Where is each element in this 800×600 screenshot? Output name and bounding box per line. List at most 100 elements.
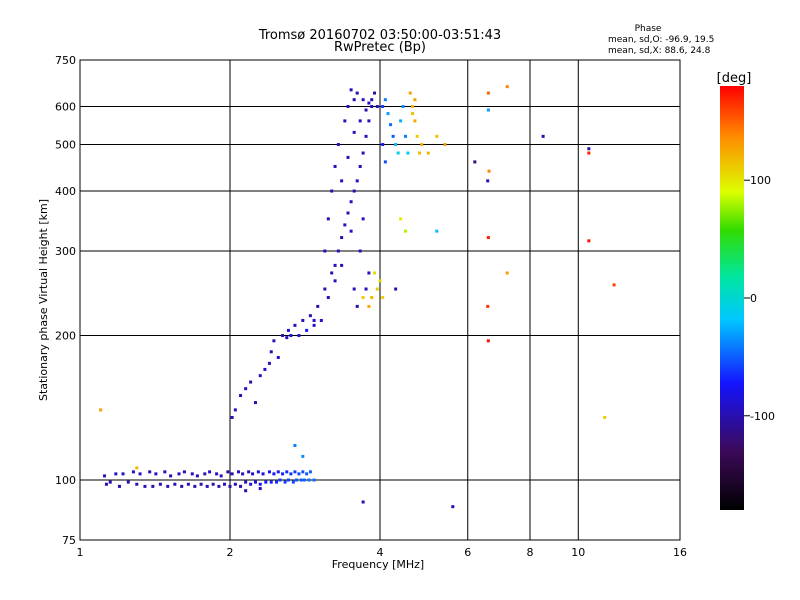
scatter-point xyxy=(99,408,103,412)
scatter-point xyxy=(396,151,400,155)
scatter-point xyxy=(308,470,312,474)
scatter-point xyxy=(486,339,490,343)
scatter-point xyxy=(486,108,490,112)
scatter-point xyxy=(383,160,387,164)
scatter-point xyxy=(330,189,334,193)
scatter-point xyxy=(364,287,368,291)
scatter-point xyxy=(386,112,390,116)
scatter-point xyxy=(267,470,271,474)
scatter-point xyxy=(126,480,130,484)
scatter-points xyxy=(99,85,616,509)
colorbar-tick-label: -100 xyxy=(750,410,775,423)
scatter-point xyxy=(361,98,365,102)
scatter-point xyxy=(375,287,379,291)
scatter-point xyxy=(289,472,293,476)
scatter-point xyxy=(233,408,237,412)
scatter-point xyxy=(244,489,248,493)
scatter-point xyxy=(358,164,362,168)
scatter-point xyxy=(272,339,276,343)
scatter-point xyxy=(417,151,421,155)
y-tick-label: 500 xyxy=(55,139,76,152)
scatter-point xyxy=(293,323,297,327)
scatter-point xyxy=(295,478,299,482)
scatter-point xyxy=(355,304,359,308)
y-tick-label: 100 xyxy=(55,474,76,487)
scatter-point xyxy=(138,472,142,476)
scatter-point xyxy=(343,119,347,123)
scatter-point xyxy=(244,387,248,391)
scatter-point xyxy=(330,271,334,275)
stats-title: Phase xyxy=(635,24,662,34)
scatter-point xyxy=(378,279,382,283)
chart-title: Tromsø 20160702 03:50:00-03:51:43 xyxy=(258,28,501,43)
scatter-point xyxy=(358,119,362,123)
scatter-point xyxy=(253,401,257,405)
scatter-point xyxy=(302,478,306,482)
scatter-point xyxy=(343,223,347,227)
x-axis-ticks: 1 2 4 6 8 10 16 xyxy=(77,546,688,559)
plot-area: 1 2 4 6 8 10 16 75 100 200 300 400 500 600 750 xyxy=(55,54,687,559)
colorbar-gradient xyxy=(720,86,744,510)
scatter-point xyxy=(408,91,412,95)
scatter-point xyxy=(603,415,607,419)
scatter-point xyxy=(346,155,350,159)
scatter-point xyxy=(230,472,234,476)
scatter-point xyxy=(355,91,359,95)
scatter-point xyxy=(121,472,125,476)
scatter-point xyxy=(426,151,430,155)
scatter-point xyxy=(195,474,199,478)
scatter-point xyxy=(267,361,271,365)
scatter-point xyxy=(199,482,203,486)
scatter-point xyxy=(173,482,177,486)
scatter-point xyxy=(143,484,147,488)
scatter-point xyxy=(367,119,371,123)
scatter-point xyxy=(289,334,293,338)
scatter-point xyxy=(305,472,309,476)
scatter-point xyxy=(381,105,385,109)
colorbar-tick-label: 0 xyxy=(750,292,757,305)
colorbar-tick-label: 100 xyxy=(750,174,771,187)
colorbar-ticks: 100 0 -100 xyxy=(744,174,775,423)
scatter-point xyxy=(349,88,353,92)
scatter-point xyxy=(158,482,162,486)
grid-lines xyxy=(80,60,680,540)
scatter-point xyxy=(394,143,398,147)
scatter-point xyxy=(293,444,297,448)
scatter-point xyxy=(261,472,265,476)
scatter-point xyxy=(297,334,301,338)
scatter-point xyxy=(236,470,240,474)
scatter-point xyxy=(301,470,305,474)
scatter-point xyxy=(333,164,337,168)
scatter-point xyxy=(293,470,297,474)
scatter-point xyxy=(258,487,262,491)
scatter-point xyxy=(451,505,455,509)
scatter-point xyxy=(383,98,387,102)
scatter-point xyxy=(415,134,419,138)
scatter-point xyxy=(305,328,309,332)
scatter-point xyxy=(307,478,311,482)
scatter-point xyxy=(256,470,260,474)
scatter-point xyxy=(587,151,591,155)
scatter-point xyxy=(208,470,212,474)
x-tick-label: 6 xyxy=(464,546,471,559)
scatter-point xyxy=(269,480,273,484)
scatter-point xyxy=(205,484,209,488)
scatter-point xyxy=(177,472,181,476)
scatter-point xyxy=(403,134,407,138)
scatter-point xyxy=(403,229,407,233)
scatter-point xyxy=(435,134,439,138)
scatter-point xyxy=(391,134,395,138)
scatter-point xyxy=(375,105,379,109)
scatter-point xyxy=(276,470,280,474)
scatter-point xyxy=(323,287,327,291)
scatter-point xyxy=(612,283,616,287)
scatter-point xyxy=(223,482,227,486)
scatter-point xyxy=(505,85,509,89)
scatter-point xyxy=(352,189,356,193)
x-tick-label: 4 xyxy=(377,546,384,559)
y-tick-label: 750 xyxy=(55,54,76,67)
scatter-point xyxy=(349,229,353,233)
scatter-point xyxy=(486,236,490,240)
scatter-point xyxy=(352,287,356,291)
